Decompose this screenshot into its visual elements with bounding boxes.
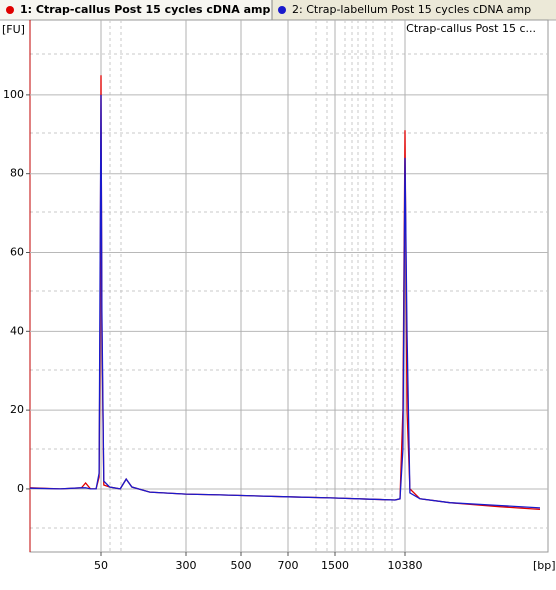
legend-marker	[278, 6, 286, 14]
x-tick-label: 300	[176, 559, 197, 572]
legend-label: 1: Ctrap-callus Post 15 cycles cDNA amp	[20, 3, 270, 16]
trace	[29, 94, 541, 509]
x-tick-label: 500	[231, 559, 252, 572]
y-axis-label: [FU]	[2, 23, 25, 36]
x-tick-label: 50	[94, 559, 108, 572]
legend-label: 2: Ctrap-labellum Post 15 cycles cDNA am…	[292, 3, 531, 16]
tab-active[interactable]	[0, 0, 272, 20]
y-tick-label: 20	[10, 403, 24, 416]
y-tick-label: 60	[10, 246, 24, 259]
sample-label: Ctrap-callus Post 15 c...	[406, 22, 536, 35]
y-tick-label: 0	[17, 482, 24, 495]
minor-grid	[30, 20, 548, 552]
x-tick-label: 700	[278, 559, 299, 572]
x-tick-label: 1500	[321, 559, 349, 572]
y-tick-label: 100	[3, 88, 24, 101]
y-tick-label: 80	[10, 167, 24, 180]
x-tick-label: 10380	[388, 559, 423, 572]
legend-marker	[6, 6, 14, 14]
y-tick-label: 40	[10, 324, 24, 337]
x-axis-label: [bp]	[533, 559, 556, 572]
plot-area	[29, 19, 549, 553]
